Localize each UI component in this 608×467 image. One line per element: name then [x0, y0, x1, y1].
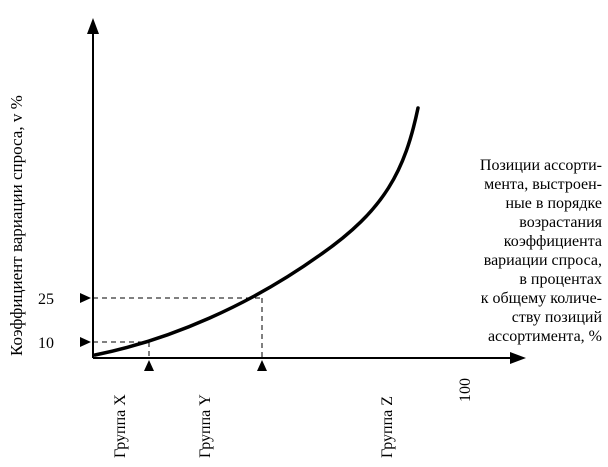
x-desc-line: в процентах	[519, 271, 602, 288]
tick-marker-10	[80, 337, 91, 347]
y-tick-label-10: 10	[38, 335, 54, 352]
tick-marker-25	[80, 293, 91, 303]
variation-curve	[93, 106, 420, 357]
x-desc-line: возрастания	[519, 214, 602, 231]
x-desc-line: Позиции ассорти-	[479, 157, 602, 174]
y-tick-label-25: 25	[38, 291, 54, 308]
x-desc-line: ные в порядке	[505, 195, 602, 212]
boundary-marker-yz	[257, 360, 267, 371]
x-desc-line: коэффициента	[503, 233, 602, 250]
x-desc-line: вариации спроса,	[483, 252, 602, 269]
y-axis-arrowhead	[87, 18, 99, 34]
x-tick-label-100: 100	[457, 378, 474, 402]
x-axis-arrowhead	[510, 352, 526, 364]
group-x-label: Группа X	[112, 394, 129, 458]
x-desc-line: к общему количе-	[480, 290, 602, 307]
group-z-label: Группа Z	[379, 396, 396, 458]
y-axis-title: Коэффициент вариации спроса, v %	[7, 95, 26, 356]
x-desc-line: ассортимента, %	[487, 328, 602, 345]
x-desc-line: ству позиций	[511, 309, 602, 326]
x-axis-description: Позиции ассорти- мента, выстроен- ные в …	[398, 156, 602, 346]
group-y-label: Группа Y	[197, 394, 214, 458]
boundary-marker-xy	[144, 360, 154, 371]
x-desc-line: мента, выстроен-	[484, 176, 602, 193]
